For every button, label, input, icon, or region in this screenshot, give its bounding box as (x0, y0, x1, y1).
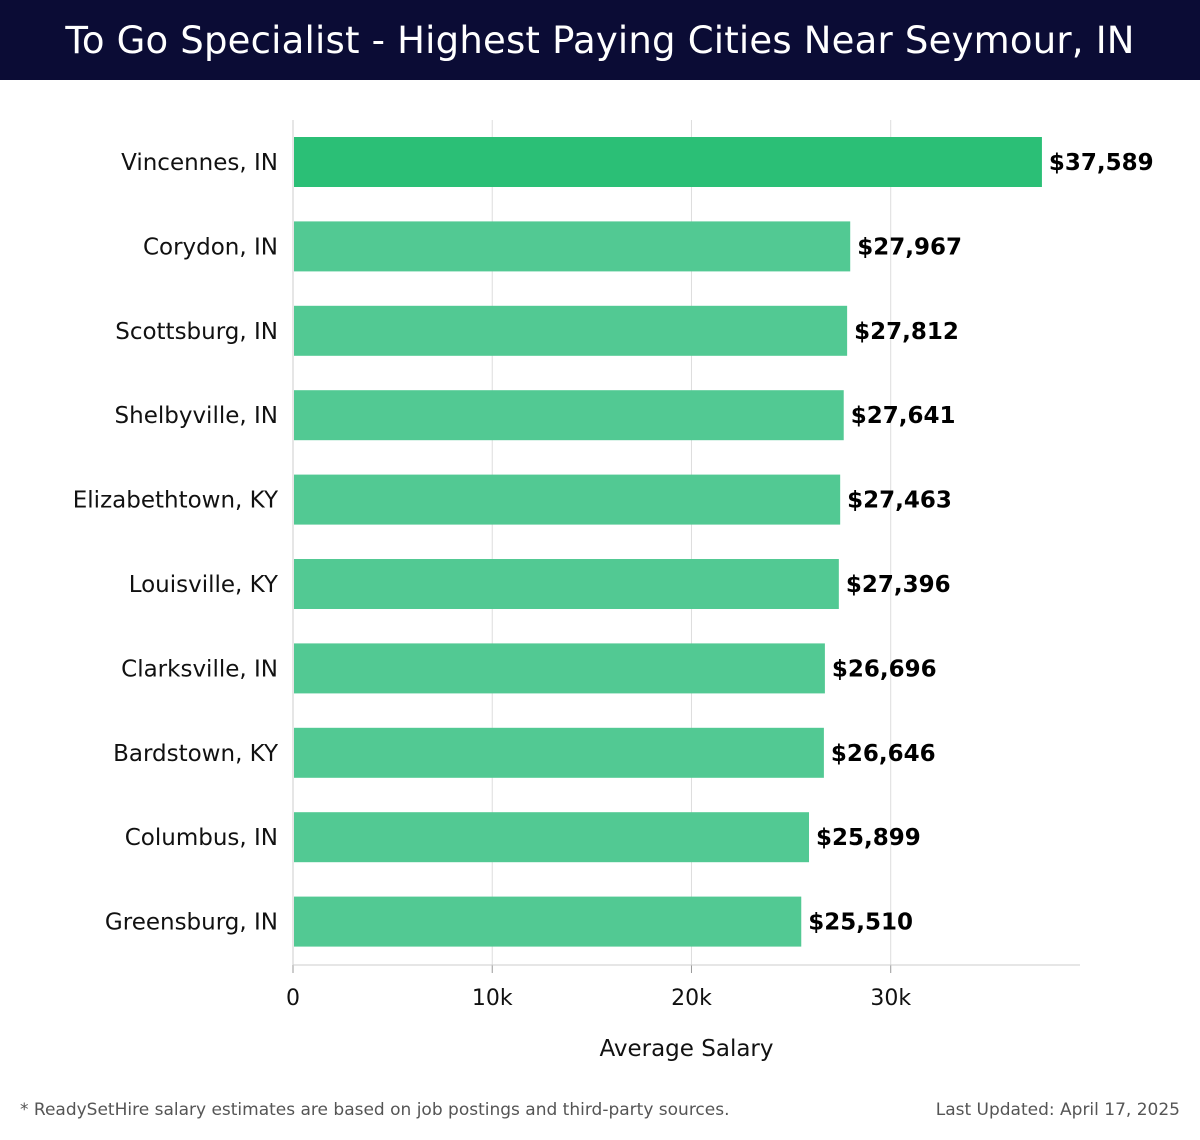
bar (294, 896, 802, 947)
value-label: $26,646 (831, 741, 936, 767)
x-axis-title: Average Salary (599, 1036, 773, 1062)
chart-header: To Go Specialist - Highest Paying Cities… (0, 0, 1200, 80)
category-label: Louisville, KY (129, 572, 279, 598)
chart-title: To Go Specialist - Highest Paying Cities… (65, 18, 1135, 62)
value-label: $27,967 (857, 234, 962, 260)
bar (294, 390, 844, 441)
category-label: Bardstown, KY (113, 741, 279, 767)
value-label: $27,396 (846, 572, 951, 598)
value-label: $27,641 (851, 403, 956, 429)
value-label: $26,696 (832, 656, 937, 682)
value-label: $25,899 (816, 825, 921, 851)
x-tick-label: 0 (286, 986, 300, 1011)
bar (294, 559, 839, 609)
value-label: $37,589 (1049, 150, 1154, 176)
category-label: Clarksville, IN (121, 656, 278, 682)
category-label: Columbus, IN (125, 825, 278, 851)
bar (294, 221, 851, 272)
category-label: Scottsburg, IN (115, 319, 278, 345)
bar (294, 812, 810, 863)
bar (294, 643, 825, 694)
value-label: $25,510 (808, 910, 913, 936)
x-tick-label: 30k (870, 986, 911, 1011)
value-label: $27,812 (854, 319, 959, 345)
category-label: Corydon, IN (143, 234, 278, 260)
category-label: Vincennes, IN (121, 150, 278, 176)
x-tick-label: 20k (671, 986, 712, 1011)
value-label: $27,463 (847, 488, 952, 514)
category-label: Elizabethtown, KY (73, 488, 279, 514)
bar (294, 137, 1042, 187)
x-tick-label: 10k (472, 986, 513, 1011)
category-label: Greensburg, IN (105, 910, 278, 936)
category-label: Shelbyville, IN (115, 403, 278, 429)
last-updated: Last Updated: April 17, 2025 (935, 1100, 1180, 1120)
footnote: * ReadySetHire salary estimates are base… (20, 1100, 730, 1120)
bar (294, 305, 848, 356)
bar-chart: 0 10k 20k 30k Vincennes, IN $37,589 Corydon, I… (73, 120, 1154, 1062)
bar (294, 727, 824, 778)
bar (294, 474, 841, 525)
